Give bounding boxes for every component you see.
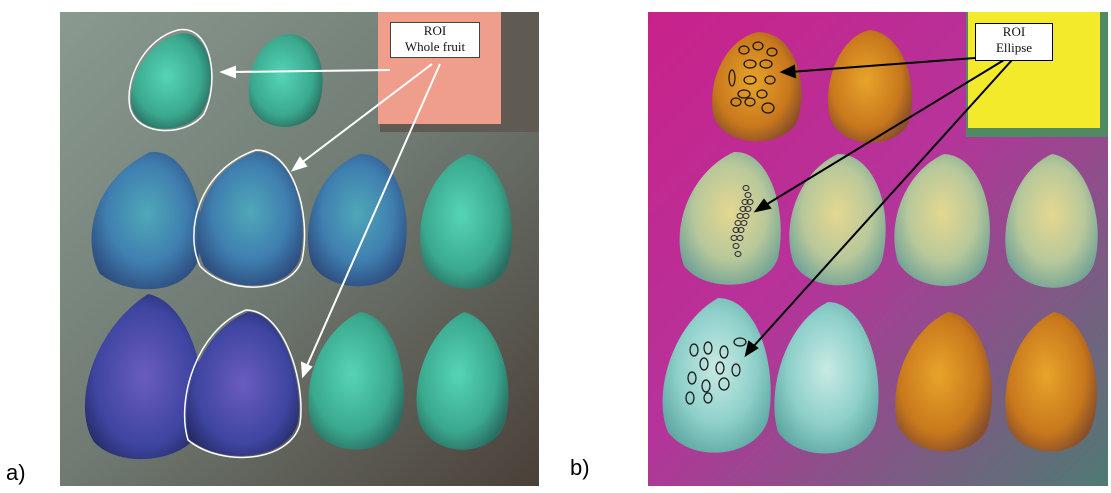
roi-outline-3	[183, 309, 302, 459]
roi-title-b: ROI	[1002, 24, 1026, 39]
panel-a-image: ROI Whole fruit	[60, 12, 539, 486]
roi-arrows-b	[744, 57, 1013, 358]
roi-outline-1	[128, 29, 213, 132]
panel-b-photo	[648, 12, 1108, 486]
roi-subtitle-b: Ellipse	[995, 40, 1033, 55]
roi-title-a: ROI	[423, 23, 447, 38]
panel-a-label: a)	[6, 460, 26, 485]
panel-a-photo	[60, 12, 539, 486]
ellipse-rois-2	[730, 185, 754, 257]
roi-label-box-b: ROI Ellipse	[975, 23, 1053, 61]
ellipse-rois-1	[728, 41, 778, 114]
roi-label-box-a: ROI Whole fruit	[390, 22, 480, 58]
roi-arrows-a	[219, 63, 441, 379]
panel-b-label: b)	[570, 455, 590, 480]
ellipse-rois-3	[685, 337, 747, 405]
roi-subtitle-a: Whole fruit	[404, 39, 466, 54]
panel-b-image: ROI Ellipse	[648, 12, 1108, 486]
roi-outline-2	[193, 149, 306, 288]
